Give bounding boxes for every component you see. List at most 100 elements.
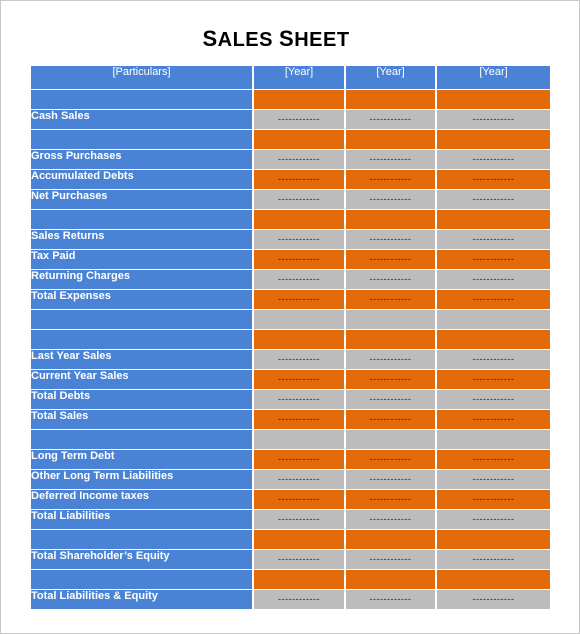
value-cell[interactable]: ------------ bbox=[345, 269, 437, 290]
value-cell[interactable] bbox=[253, 529, 346, 550]
value-cell[interactable] bbox=[253, 429, 346, 450]
table-row: Total Sales ------------ ------------ -----… bbox=[31, 409, 550, 430]
year-header: [Year] bbox=[436, 66, 550, 90]
value-cell[interactable] bbox=[345, 329, 437, 350]
value-cell[interactable]: ------------ bbox=[253, 109, 346, 130]
value-cell[interactable]: ------------ bbox=[253, 149, 346, 170]
value-cell[interactable]: ------------ bbox=[436, 169, 550, 190]
value-cell[interactable]: ------------ bbox=[436, 389, 550, 410]
value-cell[interactable]: ------------ bbox=[436, 489, 550, 510]
value-cell[interactable] bbox=[436, 529, 550, 550]
table-row: Total Shareholder’s Equity ------------ --… bbox=[31, 549, 550, 570]
value-cell[interactable] bbox=[253, 209, 346, 230]
row-label bbox=[31, 309, 254, 330]
value-cell[interactable] bbox=[436, 129, 550, 150]
value-cell[interactable] bbox=[345, 129, 437, 150]
value-cell[interactable]: ------------ bbox=[345, 549, 437, 570]
value-cell[interactable]: ------------ bbox=[345, 589, 437, 610]
value-cell[interactable]: ------------ bbox=[253, 369, 346, 390]
value-cell[interactable] bbox=[253, 89, 346, 110]
value-cell[interactable]: ------------ bbox=[436, 449, 550, 470]
value-cell[interactable]: ------------ bbox=[253, 389, 346, 410]
value-cell[interactable] bbox=[253, 569, 346, 590]
table-row: Tax Paid ------------ ------------ --------… bbox=[31, 249, 550, 270]
row-label: Total Debts bbox=[31, 389, 254, 410]
value-cell[interactable]: ------------ bbox=[436, 369, 550, 390]
value-cell[interactable]: ------------ bbox=[345, 149, 437, 170]
year-header: [Year] bbox=[253, 66, 346, 90]
value-cell[interactable]: ------------ bbox=[253, 409, 346, 430]
row-label: Last Year Sales bbox=[31, 349, 254, 370]
value-cell[interactable] bbox=[436, 329, 550, 350]
row-label: Current Year Sales bbox=[31, 369, 254, 390]
value-cell[interactable]: ------------ bbox=[345, 289, 437, 310]
table-row bbox=[31, 309, 550, 330]
value-cell[interactable]: ------------ bbox=[345, 469, 437, 490]
value-cell[interactable]: ------------ bbox=[253, 489, 346, 510]
value-cell[interactable]: ------------ bbox=[436, 249, 550, 270]
value-cell[interactable]: ------------ bbox=[436, 549, 550, 570]
value-cell[interactable]: ------------ bbox=[436, 349, 550, 370]
value-cell[interactable]: ------------ bbox=[253, 289, 346, 310]
value-cell[interactable]: ------------ bbox=[253, 449, 346, 470]
value-cell[interactable]: ------------ bbox=[253, 229, 346, 250]
value-cell[interactable]: ------------ bbox=[345, 489, 437, 510]
value-cell[interactable]: ------------ bbox=[436, 469, 550, 490]
value-cell[interactable] bbox=[253, 129, 346, 150]
table-row bbox=[31, 329, 550, 350]
value-cell[interactable] bbox=[345, 529, 437, 550]
value-cell[interactable]: ------------ bbox=[436, 229, 550, 250]
value-cell[interactable]: ------------ bbox=[345, 229, 437, 250]
value-cell[interactable]: ------------ bbox=[436, 189, 550, 210]
value-cell[interactable] bbox=[345, 209, 437, 230]
value-cell[interactable] bbox=[253, 329, 346, 350]
value-cell[interactable]: ------------ bbox=[253, 349, 346, 370]
table-row: Deferred Income taxes ------------ -------… bbox=[31, 489, 550, 510]
row-label: Total Liabilities & Equity bbox=[31, 589, 254, 610]
row-label: Total Expenses bbox=[31, 289, 254, 310]
value-cell[interactable]: ------------ bbox=[253, 549, 346, 570]
value-cell[interactable] bbox=[436, 569, 550, 590]
table-row: Gross Purchases ------------ ------------ -… bbox=[31, 149, 550, 170]
value-cell[interactable]: ------------ bbox=[345, 389, 437, 410]
value-cell[interactable] bbox=[345, 429, 437, 450]
value-cell[interactable]: ------------ bbox=[436, 509, 550, 530]
value-cell[interactable]: ------------ bbox=[253, 469, 346, 490]
value-cell[interactable]: ------------ bbox=[345, 509, 437, 530]
value-cell[interactable]: ------------ bbox=[345, 409, 437, 430]
value-cell[interactable] bbox=[253, 309, 346, 330]
row-label bbox=[31, 89, 254, 110]
value-cell[interactable]: ------------ bbox=[253, 589, 346, 610]
value-cell[interactable]: ------------ bbox=[436, 589, 550, 610]
value-cell[interactable] bbox=[345, 89, 437, 110]
value-cell[interactable]: ------------ bbox=[253, 189, 346, 210]
table-row bbox=[31, 429, 550, 450]
value-cell[interactable] bbox=[345, 309, 437, 330]
table-row: Net Purchases ------------ ------------ ---… bbox=[31, 189, 550, 210]
value-cell[interactable]: ------------ bbox=[253, 269, 346, 290]
header-row: [Particulars] [Year] [Year] [Year] bbox=[31, 66, 550, 90]
value-cell[interactable]: ------------ bbox=[436, 149, 550, 170]
value-cell[interactable] bbox=[436, 209, 550, 230]
value-cell[interactable]: ------------ bbox=[253, 509, 346, 530]
value-cell[interactable]: ------------ bbox=[345, 349, 437, 370]
table-row: Other Long Term Liabilities ------------ -… bbox=[31, 469, 550, 490]
value-cell[interactable]: ------------ bbox=[345, 449, 437, 470]
value-cell[interactable]: ------------ bbox=[345, 369, 437, 390]
row-label bbox=[31, 329, 254, 350]
value-cell[interactable] bbox=[436, 429, 550, 450]
value-cell[interactable]: ------------ bbox=[253, 249, 346, 270]
value-cell[interactable]: ------------ bbox=[345, 109, 437, 130]
value-cell[interactable]: ------------ bbox=[436, 409, 550, 430]
value-cell[interactable]: ------------ bbox=[436, 269, 550, 290]
value-cell[interactable]: ------------ bbox=[436, 289, 550, 310]
value-cell[interactable] bbox=[436, 309, 550, 330]
value-cell[interactable]: ------------ bbox=[253, 169, 346, 190]
table-row: Total Liabilities & Equity ------------ --… bbox=[31, 589, 550, 610]
value-cell[interactable]: ------------ bbox=[345, 169, 437, 190]
value-cell[interactable]: ------------ bbox=[345, 249, 437, 270]
value-cell[interactable] bbox=[345, 569, 437, 590]
value-cell[interactable]: ------------ bbox=[436, 109, 550, 130]
value-cell[interactable] bbox=[436, 89, 550, 110]
value-cell[interactable]: ------------ bbox=[345, 189, 437, 210]
